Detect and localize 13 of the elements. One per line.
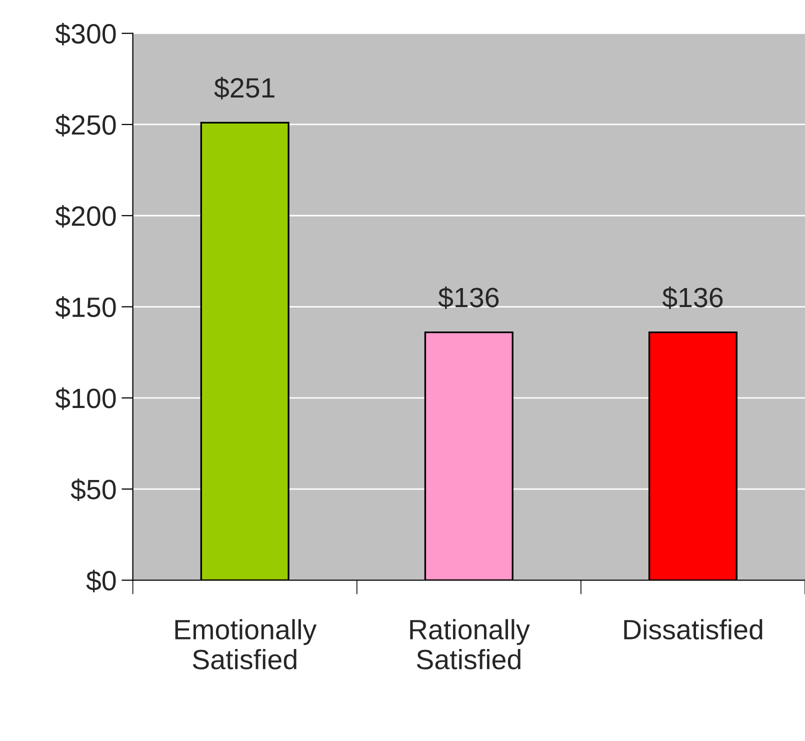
x-tick-label: Dissatisfied <box>624 619 762 640</box>
y-tick-label: $150 <box>55 296 116 319</box>
data-label: $136 <box>662 286 723 310</box>
x-tick-label: Rationally Satisfied <box>410 619 530 670</box>
y-tick-label: $50 <box>70 478 116 502</box>
y-tick-label: $200 <box>55 205 116 228</box>
data-label: $136 <box>438 286 499 310</box>
x-tick-label: Emotionally Satisfied <box>175 619 317 670</box>
y-tick-label: $100 <box>55 387 116 410</box>
y-tick-label: $300 <box>55 22 116 46</box>
y-tick-label: $250 <box>55 114 116 136</box>
y-tick-label: $0 <box>86 570 116 592</box>
data-label: $251 <box>214 76 274 100</box>
